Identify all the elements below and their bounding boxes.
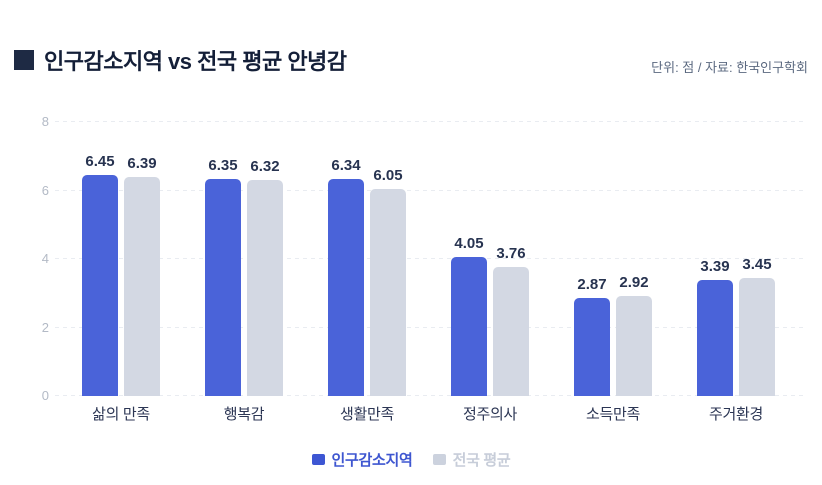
bar — [205, 178, 241, 396]
y-axis-tick-label: 4 — [41, 251, 49, 266]
x-axis-category-label: 소득만족 — [585, 406, 641, 423]
gridline — [55, 189, 805, 191]
gridline — [55, 258, 805, 259]
bar-group: 6.45 6.39 삶의 만족 — [82, 122, 160, 423]
bar-value-label: 6.32 — [250, 157, 280, 175]
bar-slot: 6.35 — [205, 122, 241, 396]
bar-slot: 3.76 — [493, 122, 529, 396]
x-axis-category-label: 주거환경 — [708, 406, 764, 423]
bar — [124, 177, 160, 396]
chart-header: 인구감소지역 vs 전국 평균 안녕감 — [14, 44, 347, 76]
bar-slot: 4.05 — [451, 122, 487, 396]
bar-slot: 3.45 — [739, 122, 775, 396]
bar — [616, 296, 652, 396]
bar — [247, 179, 283, 396]
y-axis-tick-label: 6 — [41, 182, 49, 198]
y-axis-tick-label: 0 — [41, 388, 49, 403]
bar-slot: 6.39 — [124, 122, 160, 396]
bar-value-label: 4.05 — [454, 235, 484, 253]
bar-group: 6.35 6.32 행복감 — [205, 122, 283, 423]
page-title: 인구감소지역 vs 전국 평균 안녕감 — [44, 49, 347, 74]
x-axis-category-label: 정주의사 — [462, 406, 518, 423]
bar-value-label: 6.35 — [208, 156, 238, 174]
x-axis-category-label: 삶의 만족 — [92, 406, 150, 423]
x-axis-category-label: 행복감 — [223, 406, 265, 423]
bar — [739, 277, 775, 396]
bar-value-label: 3.45 — [742, 255, 772, 273]
bar-slot: 6.45 — [82, 122, 118, 396]
x-axis-category-label: 생활만족 — [339, 406, 395, 423]
bar-slot: 3.39 — [697, 122, 733, 396]
bar-group: 3.39 3.45 주거환경 — [697, 122, 775, 423]
bar — [493, 267, 529, 396]
bar — [451, 257, 487, 396]
legend-label: 인구감소지역 — [331, 452, 413, 469]
bar-group: 4.05 3.76 정주의사 — [451, 122, 529, 423]
bar-slot: 2.87 — [574, 122, 610, 396]
bar-value-label: 6.05 — [373, 166, 403, 184]
bar-value-label: 6.34 — [331, 156, 361, 174]
gridline — [55, 326, 805, 328]
bar — [370, 188, 406, 396]
chart-legend: 인구감소지역 전국 평균 — [0, 449, 822, 470]
bar — [82, 175, 118, 396]
legend-item: 인구감소지역 — [311, 449, 413, 470]
legend-label: 전국 평균 — [452, 452, 511, 469]
bar — [328, 178, 364, 396]
legend-item: 전국 평균 — [432, 449, 511, 470]
bar — [574, 297, 610, 396]
plot-area: 0 2 4 6 8 6.45 6.39 삶의 만족 6.35 6.32 행복감 6.34 6.05 생활만… — [42, 114, 805, 423]
y-axis-tick-label: 8 — [41, 114, 49, 129]
bar-slot: 6.32 — [247, 122, 283, 396]
gridline — [55, 395, 805, 396]
bar-value-label: 3.39 — [700, 257, 730, 275]
bar-value-label: 6.39 — [127, 155, 157, 173]
bar-group: 6.34 6.05 생활만족 — [328, 122, 406, 423]
bar-value-label: 2.92 — [619, 274, 649, 291]
title-bullet-icon — [14, 50, 34, 70]
bar-value-label: 6.45 — [85, 153, 115, 171]
bar-value-label: 3.76 — [496, 245, 526, 263]
bar-slot: 6.34 — [328, 122, 364, 396]
legend-swatch-icon — [311, 454, 325, 465]
unit-source-note: 단위: 점 / 자료: 한국인구학회 — [651, 60, 808, 75]
bar-value-label: 2.87 — [577, 275, 607, 293]
legend-swatch-icon — [432, 454, 446, 465]
bar-group: 2.87 2.92 소득만족 — [574, 122, 652, 423]
bar-slot: 6.05 — [370, 122, 406, 396]
bar-slot: 2.92 — [616, 122, 652, 396]
y-axis-tick-label: 2 — [41, 319, 49, 335]
bar — [697, 279, 733, 396]
gridline — [55, 121, 805, 122]
